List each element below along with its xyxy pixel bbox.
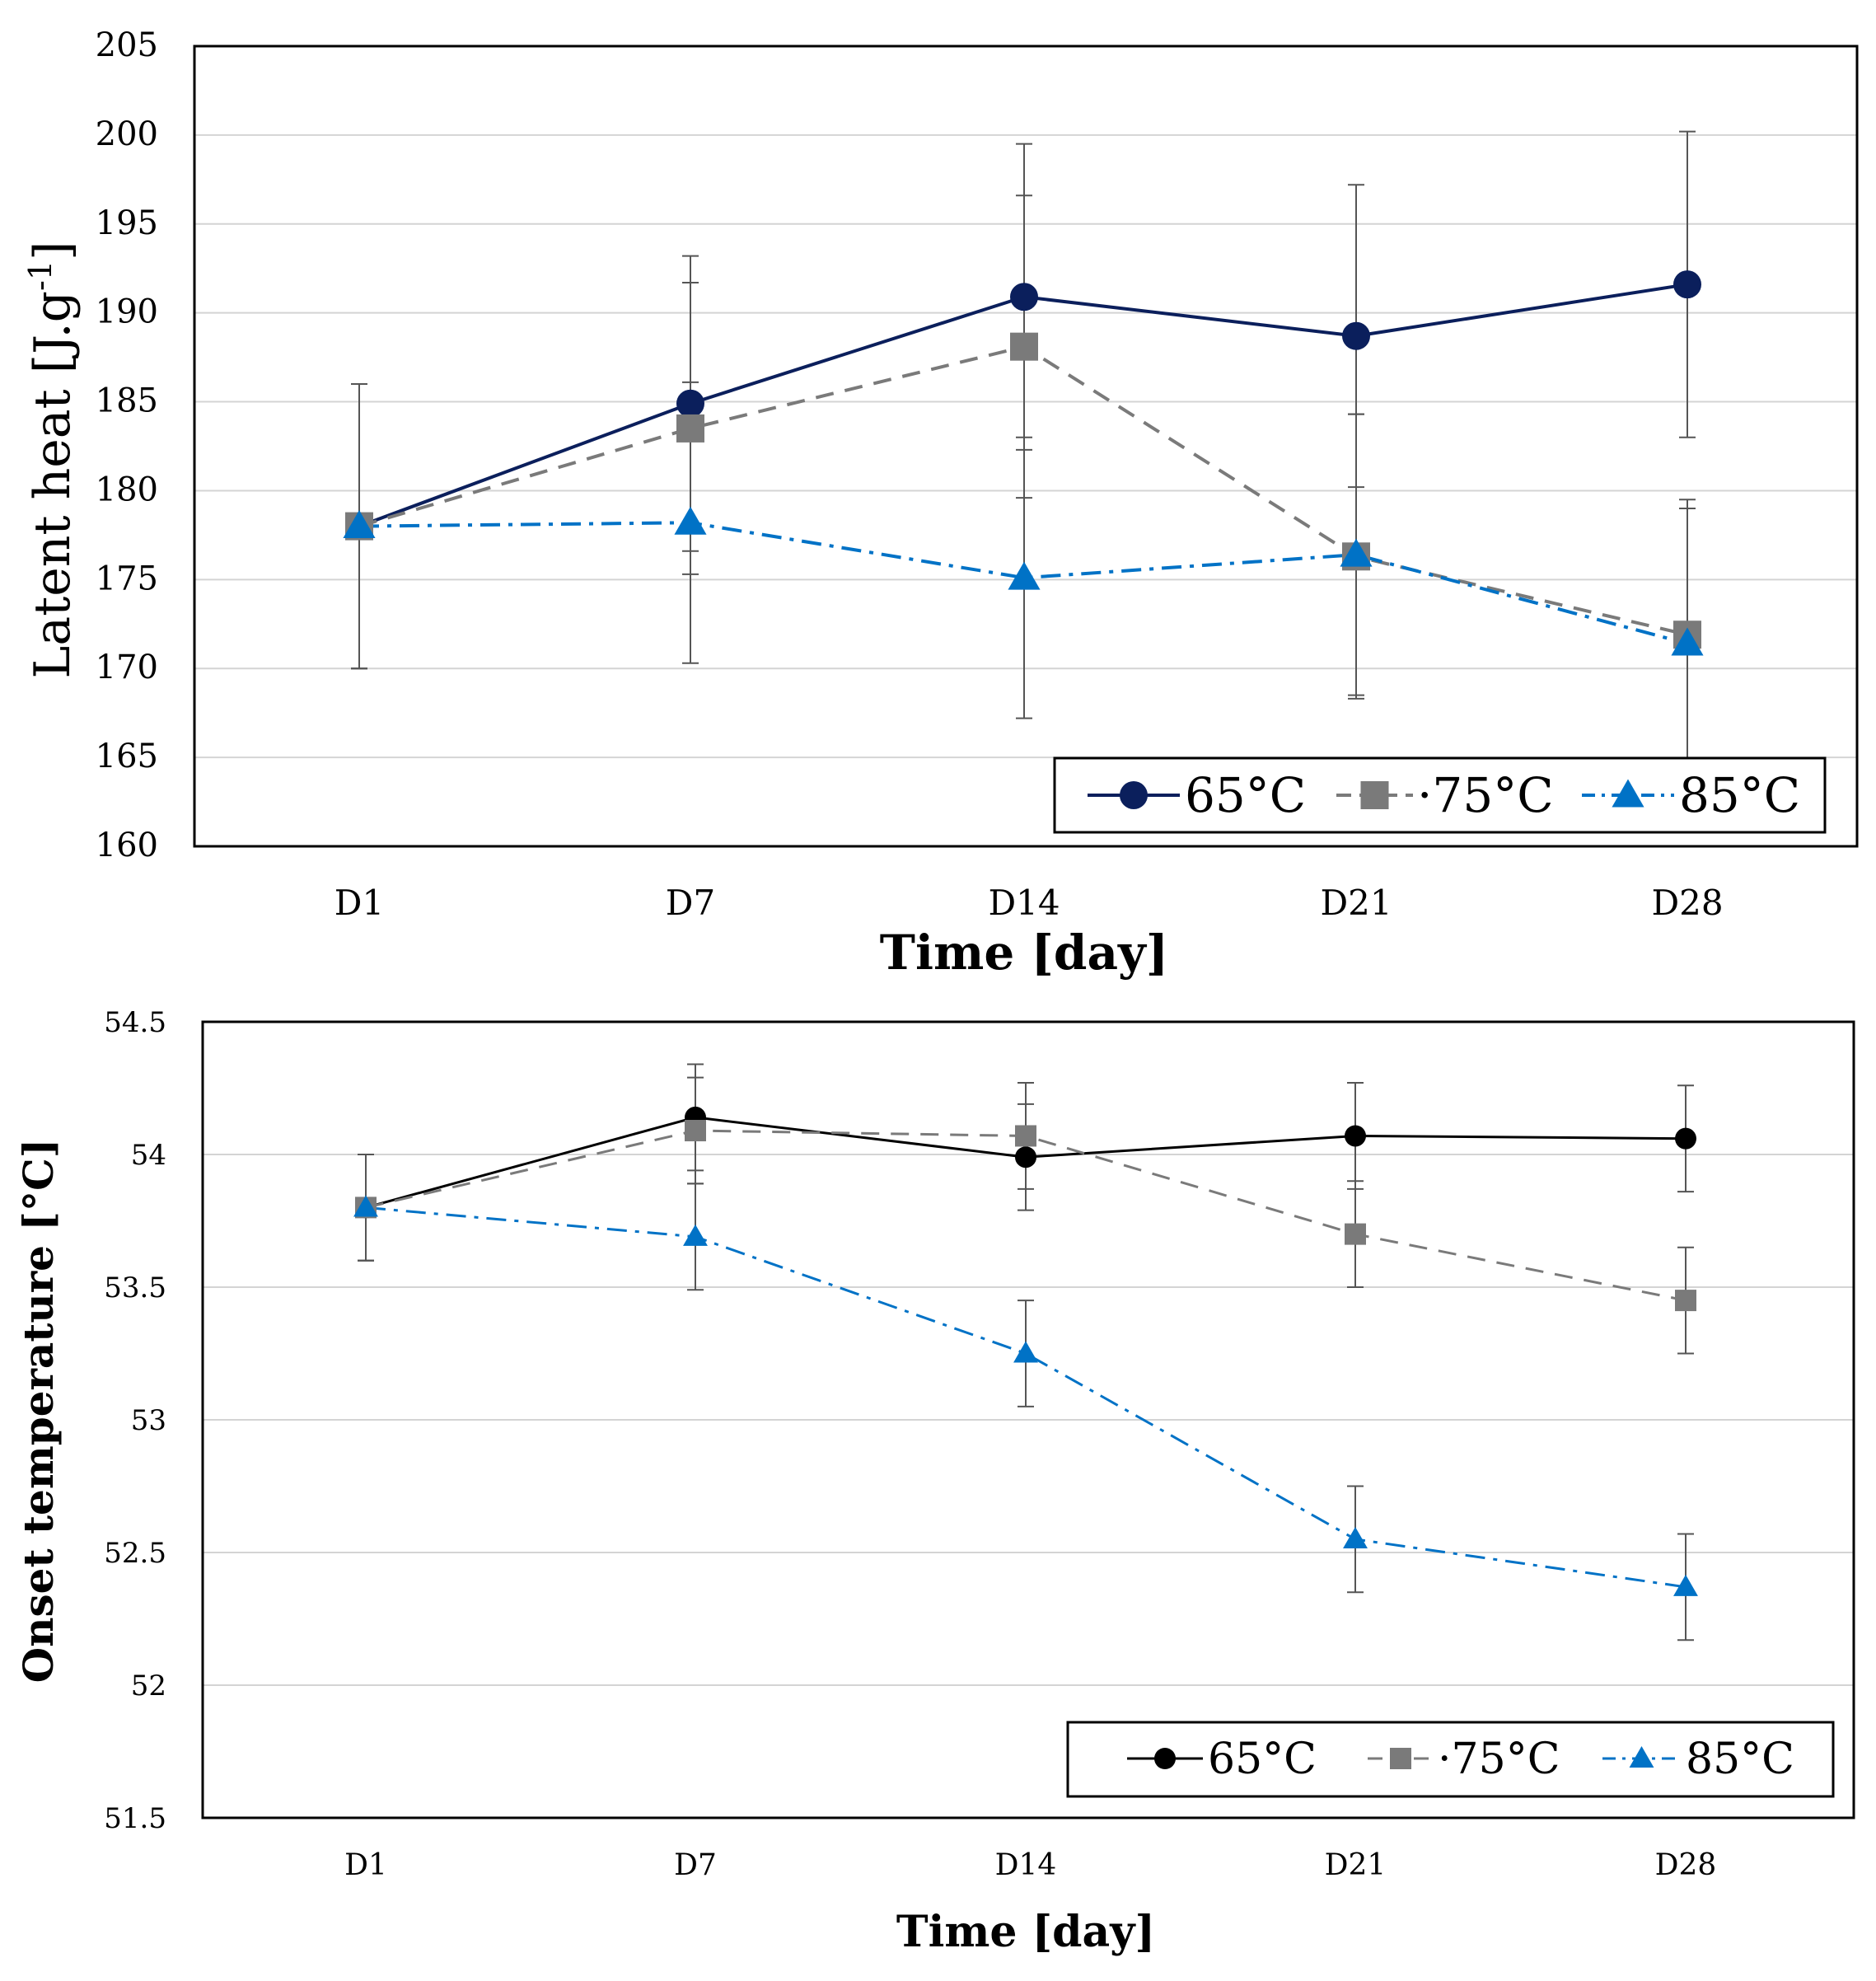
- y-tick-label: 54: [131, 1139, 166, 1172]
- marker-85c-d1: [353, 1195, 378, 1217]
- x-tick-label: D1: [334, 883, 384, 923]
- top-legend: 65°C ·75°C 85°C: [1053, 756, 1827, 834]
- y-tick-label: 52: [131, 1670, 166, 1702]
- y-tick-label: 165: [96, 738, 158, 775]
- bottom-y-axis-title: Onset temperature [°C]: [14, 1139, 63, 1684]
- top-y-axis-title: Latent heat [J.g-1]: [22, 241, 82, 679]
- top-y-axis-title-sup: -1: [22, 260, 58, 291]
- legend-marker-65c: [1154, 1748, 1176, 1769]
- legend-marker-85c: [1629, 1746, 1654, 1768]
- top-gridlines: [194, 133, 1857, 759]
- bottom-x-tick-labels: D1 D7 D14 D21 D28: [344, 1848, 1716, 1882]
- legend-marker-75c: [1360, 781, 1389, 809]
- series-line-85c: [358, 521, 1688, 645]
- marker-75c-d28: [1675, 1290, 1696, 1312]
- y-tick-label: 195: [96, 204, 158, 242]
- bottom-markers: [353, 1106, 1698, 1596]
- legend-label-75c: ·75°C: [1438, 1735, 1560, 1784]
- legend-item-65c: 65°C: [1088, 767, 1306, 823]
- y-tick-label: 53: [131, 1404, 166, 1437]
- top-y-axis-title-main: Latent heat [J.g: [24, 291, 82, 678]
- top-plot-frame: [193, 44, 1859, 848]
- legend-marker-65c: [1120, 781, 1148, 809]
- y-tick-label: 160: [96, 827, 158, 864]
- legend-item-85c: 85°C: [1602, 1735, 1794, 1784]
- marker-65c-d21: [1345, 1125, 1366, 1147]
- bottom-y-tick-labels: 51.5 52 52.5 53 53.5 54 54.5: [104, 1006, 166, 1835]
- x-tick-label: D7: [666, 883, 715, 923]
- top-x-axis-title: Time [day]: [880, 925, 1168, 981]
- marker-85c-d21: [1343, 1526, 1368, 1548]
- onset-temperature-chart: 51.5 52 52.5 53 53.5 54 54.5 D1 D7 D14 D21 D28 Tim…: [14, 1006, 1855, 1957]
- y-tick-label: 190: [96, 293, 158, 331]
- y-tick-label: 170: [96, 649, 158, 686]
- marker-85c-d1: [343, 510, 376, 539]
- x-tick-label: D1: [344, 1848, 387, 1882]
- bottom-legend: 65°C ·75°C 85°C: [1066, 1721, 1835, 1798]
- series-line-85c: [365, 1206, 1687, 1589]
- x-tick-label: D28: [1655, 1848, 1717, 1882]
- marker-65c-d21: [1342, 321, 1370, 350]
- legend-label-75c: ·75°C: [1417, 767, 1554, 823]
- legend-label-65c: 65°C: [1208, 1735, 1317, 1784]
- marker-65c-d14: [1015, 1146, 1036, 1168]
- marker-65c-d28: [1673, 270, 1701, 299]
- top-y-tick-labels: 160 165 170 175 180 185 190 195 200 205: [96, 26, 158, 864]
- marker-85c-d21: [1340, 538, 1373, 567]
- legend-marker-75c: [1390, 1748, 1411, 1769]
- y-tick-label: 52.5: [104, 1537, 166, 1570]
- marker-85c-d7: [683, 1224, 708, 1246]
- marker-65c-d14: [1010, 283, 1038, 311]
- top-legend-box: [1053, 756, 1827, 834]
- marker-85c-d14: [1013, 1341, 1038, 1363]
- y-tick-label: 51.5: [104, 1802, 166, 1835]
- x-tick-label: D28: [1651, 883, 1723, 923]
- x-tick-label: D21: [1325, 1848, 1387, 1882]
- legend-marker-85c: [1612, 779, 1644, 808]
- marker-75c-d7: [685, 1120, 706, 1142]
- y-tick-label: 205: [96, 26, 158, 64]
- y-tick-label: 53.5: [104, 1271, 166, 1304]
- legend-label-85c: 85°C: [1686, 1735, 1794, 1784]
- y-tick-label: 54.5: [104, 1006, 166, 1039]
- bottom-x-axis-title: Time [day]: [896, 1907, 1155, 1957]
- legend-item-75c: ·75°C: [1336, 767, 1554, 823]
- x-tick-label: D7: [674, 1848, 717, 1882]
- marker-75c-d7: [676, 414, 704, 443]
- marker-65c-d7: [676, 389, 704, 418]
- marker-75c-d14: [1015, 1125, 1036, 1147]
- marker-85c-d28: [1671, 627, 1704, 656]
- legend-item-65c: 65°C: [1127, 1735, 1317, 1784]
- bottom-gridlines: [203, 1154, 1854, 1686]
- marker-85c-d28: [1673, 1574, 1698, 1596]
- x-tick-label: D14: [988, 883, 1060, 923]
- y-tick-label: 180: [96, 471, 158, 508]
- x-tick-label: D14: [995, 1848, 1057, 1882]
- marker-85c-d7: [674, 506, 707, 535]
- marker-85c-d14: [1008, 561, 1041, 590]
- bottom-plot-frame: [201, 1020, 1855, 1819]
- top-x-tick-labels: D1 D7 D14 D21 D28: [334, 883, 1724, 923]
- legend-item-75c: ·75°C: [1368, 1735, 1560, 1784]
- marker-75c-d21: [1345, 1223, 1366, 1245]
- legend-item-85c: 85°C: [1582, 767, 1800, 823]
- latent-heat-chart: 160 165 170 175 180 185 190 195 200 205 D1 D7 D14 D2…: [22, 26, 1859, 981]
- legend-label-85c: 85°C: [1679, 767, 1800, 823]
- marker-65c-d28: [1675, 1127, 1696, 1150]
- top-y-axis-title-close: ]: [24, 241, 82, 260]
- x-tick-label: D21: [1320, 883, 1392, 923]
- legend-label-65c: 65°C: [1185, 767, 1306, 823]
- top-markers: [343, 270, 1704, 656]
- y-tick-label: 185: [96, 382, 158, 420]
- y-tick-label: 175: [96, 560, 158, 597]
- y-tick-label: 200: [96, 115, 158, 153]
- marker-75c-d14: [1010, 332, 1038, 361]
